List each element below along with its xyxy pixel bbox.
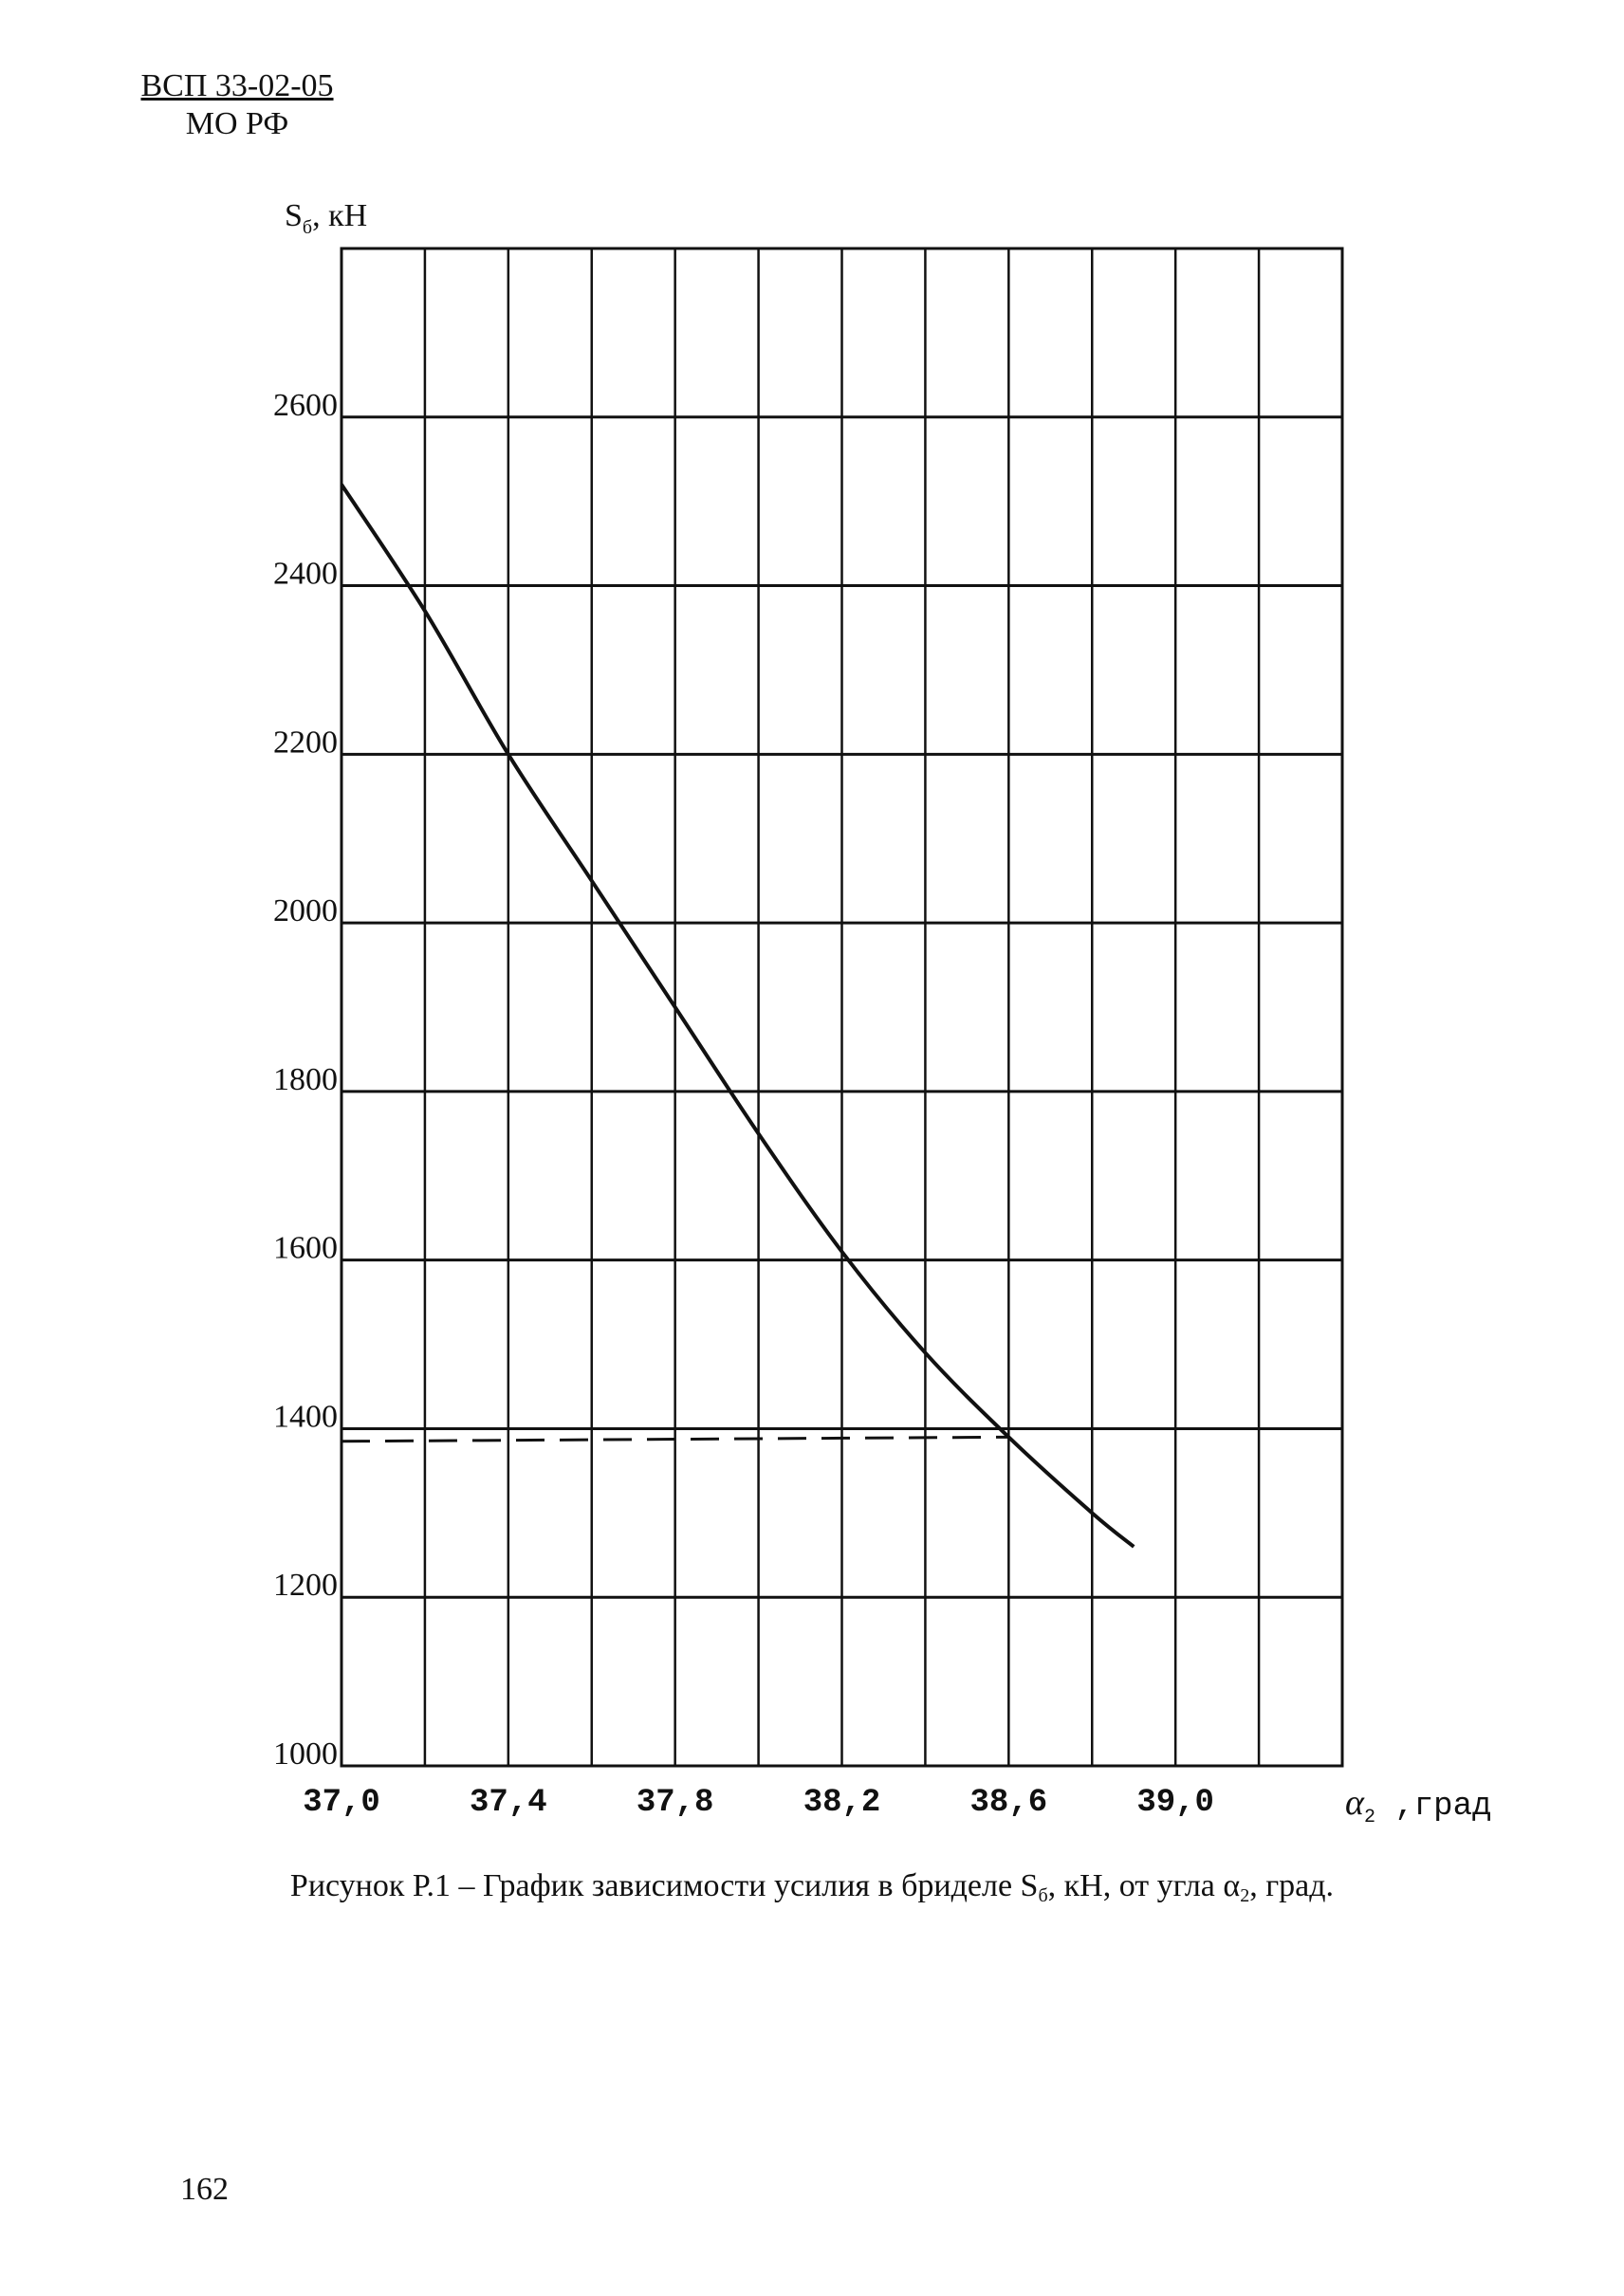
figure-caption: Рисунок Р.1 – График зависимости усилия … (0, 1868, 1624, 1907)
x-tick-label: 38,6 (970, 1785, 1048, 1821)
reference-dashed-line (341, 1435, 1009, 1443)
x-axis-label: α2 ,град (1345, 1783, 1491, 1828)
tick-labels: 1000 1200 1400 1600 1800 2000 2200 2400 2600 37,0… (273, 388, 1214, 1821)
x-tick-label: 37,4 (470, 1785, 547, 1821)
x-tick-label: 39,0 (1136, 1785, 1214, 1821)
page-number: 162 (180, 2172, 229, 2207)
caption-suffix: , град. (1249, 1868, 1335, 1903)
x-tick-label: 37,0 (303, 1785, 380, 1821)
y-tick-label: 1000 (273, 1736, 338, 1772)
force-angle-chart: 1000 1200 1400 1600 1800 2000 2200 2400 2600 37,0… (273, 198, 1491, 1828)
y-tick-label: 1400 (273, 1399, 338, 1434)
force-curve-line (340, 483, 1135, 1549)
caption-sub-2: 2 (1240, 1885, 1250, 1906)
y-tick-label: 1200 (273, 1568, 338, 1603)
y-axis-label: Sб, кН (285, 198, 367, 238)
y-tick-label: 2600 (273, 388, 338, 423)
grid (340, 247, 1344, 1768)
document-organization: МО РФ (185, 106, 289, 141)
caption-sub-b: б (1038, 1885, 1048, 1906)
y-tick-label: 2000 (273, 893, 338, 928)
caption-middle: , кН, от угла α (1047, 1868, 1241, 1903)
y-tick-label: 1800 (273, 1062, 338, 1097)
y-tick-label: 2200 (273, 725, 338, 760)
document-code: ВСП 33-02-05 (140, 68, 334, 103)
x-tick-label: 38,2 (803, 1785, 881, 1821)
y-tick-label: 1600 (273, 1231, 338, 1266)
caption-prefix: Рисунок Р.1 – График зависимости усилия … (289, 1868, 1039, 1903)
series-layer (340, 483, 1135, 1549)
y-tick-label: 2400 (273, 557, 338, 592)
x-tick-label: 37,8 (637, 1785, 714, 1821)
